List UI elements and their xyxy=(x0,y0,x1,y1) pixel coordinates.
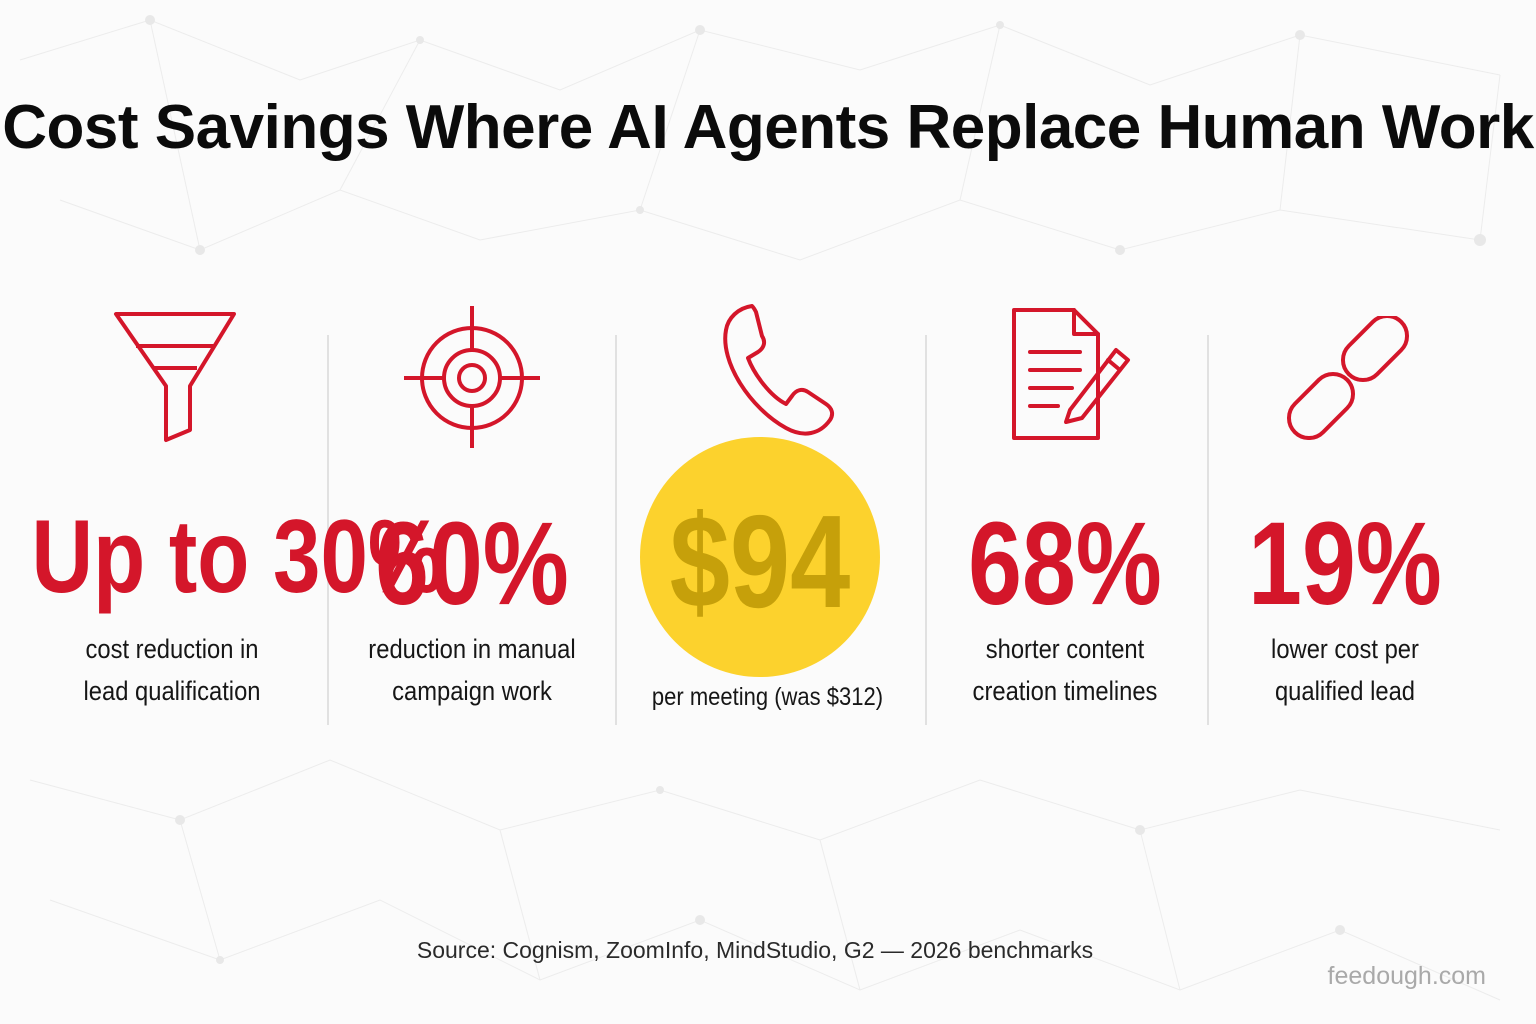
target-icon xyxy=(404,306,540,448)
page-title: Cost Savings Where AI Agents Replace Hum… xyxy=(2,93,1534,162)
column-divider xyxy=(925,335,927,725)
desc-line: lower cost per xyxy=(1271,634,1419,664)
column-divider xyxy=(327,335,329,725)
watermark: feedough.com xyxy=(1327,962,1486,990)
phone-icon xyxy=(723,304,835,436)
document-pencil-icon xyxy=(1012,308,1130,440)
desc-line: cost reduction in xyxy=(85,634,259,664)
stat-description-cost-per-lead: lower cost per qualified lead xyxy=(1217,628,1472,712)
stat-description-cost-per-meeting: per meeting (was $312) xyxy=(638,676,898,718)
link-icon xyxy=(1286,316,1410,440)
stat-value-cost-per-meeting: $94 xyxy=(669,488,851,635)
highlight-circle xyxy=(640,437,880,677)
stat-description-content-timelines: shorter content creation timelines xyxy=(933,628,1197,712)
desc-line: reduction in manual xyxy=(368,634,576,664)
desc-line: shorter content xyxy=(985,634,1145,664)
stat-value-campaign-work: 60% xyxy=(375,498,569,630)
stat-description-campaign-work: reduction in manual campaign work xyxy=(340,628,604,712)
stat-value-lead-qualification: Up to 30% xyxy=(31,499,444,615)
source-citation: Source: Cognism, ZoomInfo, MindStudio, G… xyxy=(416,937,1094,963)
stat-description-lead-qualification: cost reduction in lead qualification xyxy=(21,628,324,712)
funnel-icon xyxy=(114,312,236,442)
stat-value-cost-per-lead: 19% xyxy=(1248,498,1442,630)
desc-line: creation timelines xyxy=(972,676,1158,706)
stat-value-content-timelines: 68% xyxy=(968,498,1162,630)
desc-line: lead qualification xyxy=(83,676,261,706)
desc-line: campaign work xyxy=(392,676,552,706)
column-divider xyxy=(1207,335,1209,725)
column-divider xyxy=(615,335,617,725)
desc-line: per meeting (was $312) xyxy=(651,683,884,711)
desc-line: qualified lead xyxy=(1274,676,1416,706)
